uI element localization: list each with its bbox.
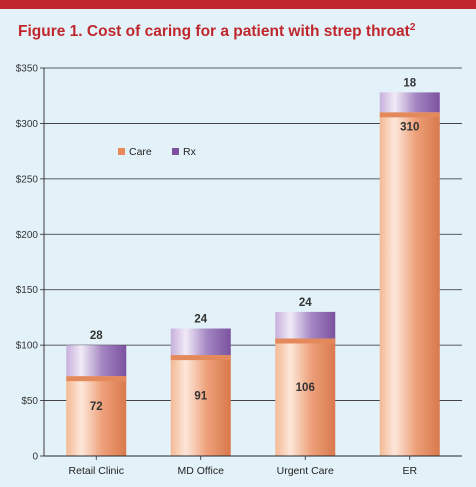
bars: 72 28 91 24 106 24 310 18 <box>66 77 440 456</box>
y-tick-label-200: $200 <box>16 230 39 241</box>
bar-rx-er <box>379 92 440 113</box>
y-tick-label-100: $100 <box>16 341 39 352</box>
x-tick-label-er: ER <box>402 465 417 477</box>
data-label-care-retail-clinic: 72 <box>90 401 103 413</box>
legend: Care Rx <box>118 146 197 158</box>
chart-title: Figure 1. Cost of caring for a patient w… <box>18 22 415 41</box>
bar-care-retail-clinic <box>66 376 127 456</box>
bar-care-md-office <box>170 355 231 456</box>
data-label-care-urgent-care: 106 <box>296 382 315 394</box>
x-tick-label-urgent-care: Urgent Care <box>277 465 334 477</box>
y-tick-label-50: $50 <box>21 396 38 407</box>
data-label-rx-md-office: 24 <box>194 314 207 326</box>
legend-label-rx: Rx <box>183 146 197 158</box>
data-label-care-er: 310 <box>400 121 419 133</box>
bar-care-urgent-care <box>275 338 336 456</box>
bar-rx-urgent-care <box>275 311 336 339</box>
legend-swatch-care <box>118 148 125 155</box>
data-label-rx-urgent-care: 24 <box>299 297 312 309</box>
chart-title-text: Figure 1. Cost of caring for a patient w… <box>18 23 410 41</box>
data-label-rx-er: 18 <box>403 77 416 89</box>
y-tick-label-0: 0 <box>32 452 38 463</box>
legend-label-care: Care <box>129 146 152 158</box>
x-tick-label-retail-clinic: Retail Clinic <box>69 465 124 477</box>
top-accent-bar <box>0 0 476 9</box>
data-label-care-md-office: 91 <box>194 391 207 403</box>
y-tick-label-300: $300 <box>16 119 39 130</box>
y-tick-label-150: $150 <box>16 285 39 296</box>
title-footnote-ref: 2 <box>409 22 416 33</box>
y-tick-label-350: $350 <box>16 64 39 75</box>
bar-care-er <box>379 112 440 456</box>
y-tick-label-250: $250 <box>16 174 39 185</box>
legend-swatch-rx <box>172 148 179 155</box>
bar-rx-retail-clinic <box>66 345 127 377</box>
bar-care-cap-urgent-care <box>275 338 336 344</box>
x-axis: Retail Clinic MD Office Urgent Care ER <box>44 455 462 477</box>
bar-care-cap-retail-clinic <box>66 376 127 382</box>
bar-rx-md-office <box>170 328 231 356</box>
y-axis: 0 $50 $100 $150 $200 $250 $300 $350 <box>16 64 45 463</box>
bar-care-cap-er <box>379 112 440 118</box>
data-label-rx-retail-clinic: 28 <box>90 330 103 342</box>
bar-care-cap-md-office <box>170 355 231 361</box>
x-tick-label-md-office: MD Office <box>178 465 225 477</box>
